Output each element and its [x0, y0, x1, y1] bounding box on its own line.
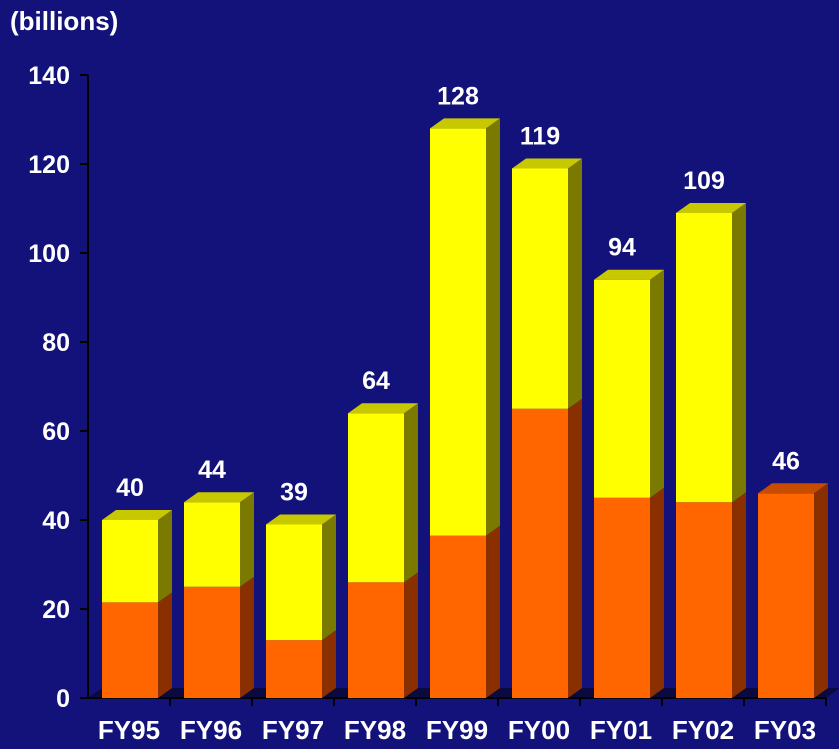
bar-segment	[676, 502, 732, 698]
bar-segment	[430, 535, 486, 698]
bar-top	[512, 158, 582, 169]
bar-segment	[266, 524, 322, 641]
data-label: 44	[198, 456, 226, 484]
data-label: 109	[683, 167, 725, 195]
bar-segment	[512, 408, 568, 698]
bar-segment	[676, 212, 732, 503]
x-tick-label: FY96	[180, 715, 242, 745]
data-label: 128	[437, 82, 479, 110]
bar-segment	[512, 168, 568, 409]
bar-top	[758, 483, 828, 494]
bar-segment	[594, 497, 650, 698]
bar-segment	[348, 413, 404, 583]
x-tick-label: FY95	[98, 715, 160, 745]
x-tick-label: FY97	[262, 715, 324, 745]
bar-segment-side	[322, 514, 336, 641]
bar-segment-side	[404, 572, 418, 698]
bar-segment-side	[240, 576, 254, 698]
data-label: 94	[608, 234, 636, 262]
bar-segment-side	[650, 487, 664, 698]
x-tick-label: FY02	[672, 715, 734, 745]
data-label: 119	[520, 122, 560, 150]
bar-top	[102, 510, 172, 520]
bar-segment	[594, 279, 650, 498]
bar-segment-side	[158, 592, 172, 698]
x-tick-label: FY99	[426, 715, 488, 745]
data-label: 46	[772, 447, 800, 475]
data-label: 40	[116, 474, 144, 502]
bar-segment-side	[732, 202, 746, 503]
bar-segment-side	[404, 403, 418, 583]
y-tick-label: 140	[28, 62, 70, 90]
y-tick-label: 20	[42, 596, 70, 624]
y-tick-label: 60	[42, 418, 70, 446]
bar-segment-side	[814, 483, 828, 698]
y-tick-label: 120	[28, 151, 70, 179]
bar-segment-side	[322, 630, 336, 698]
y-tick-label: 80	[42, 329, 70, 357]
bar-top	[266, 514, 336, 525]
bar-segment	[184, 502, 240, 587]
bar-segment	[430, 128, 486, 536]
bar-segment-side	[732, 492, 746, 698]
data-label: 39	[280, 478, 308, 506]
x-tick-label: FY00	[508, 715, 570, 745]
data-label: 64	[362, 367, 390, 395]
y-tick-label: 0	[56, 685, 70, 713]
bar-top	[676, 202, 746, 213]
bar-top	[594, 269, 664, 280]
bars	[102, 118, 828, 698]
x-tick-label: FY01	[590, 715, 652, 745]
bar-segment-side	[486, 525, 500, 698]
bar-segment-side	[240, 492, 254, 587]
y-tick-label: 100	[28, 240, 70, 268]
bar-segment-side	[158, 510, 172, 603]
bar-segment-side	[568, 398, 582, 698]
bar-top	[348, 403, 418, 414]
bar-segment	[102, 520, 158, 603]
bar-segment	[266, 640, 322, 698]
y-axis-unit-label: (billions)	[10, 6, 119, 36]
bar-top	[184, 492, 254, 503]
bar-segment	[758, 493, 814, 698]
bar-segment	[184, 586, 240, 698]
bar-segment-side	[486, 118, 500, 536]
bar-top	[430, 118, 500, 129]
labels: 40 FY95 44 FY96 39 FY97 64 FY98 128 FY99 119 FY00 94…	[98, 82, 816, 745]
bar-segment	[102, 602, 158, 698]
x-tick-label: FY98	[344, 715, 406, 745]
bar-segment	[348, 582, 404, 698]
y-tick-label: 40	[42, 507, 70, 535]
bar-segment-side	[650, 269, 664, 498]
x-tick-label: FY03	[754, 715, 816, 745]
bar-segment-side	[568, 158, 582, 409]
